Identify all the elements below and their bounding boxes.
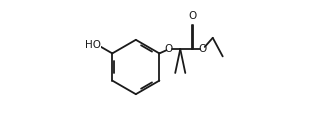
Text: HO: HO xyxy=(85,40,101,50)
Text: O: O xyxy=(165,44,173,54)
Text: O: O xyxy=(188,11,196,21)
Text: O: O xyxy=(199,44,207,54)
